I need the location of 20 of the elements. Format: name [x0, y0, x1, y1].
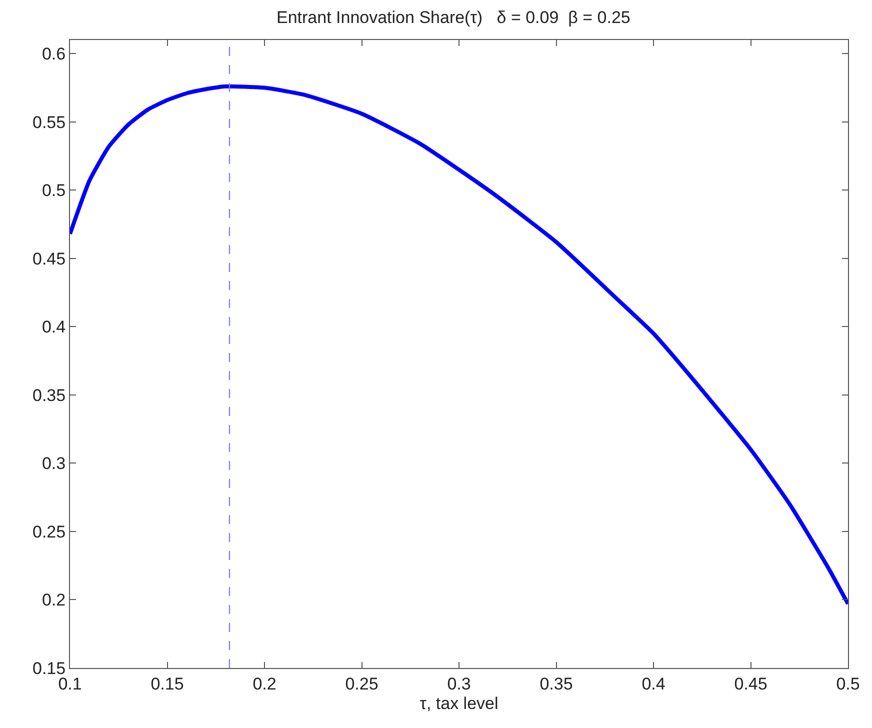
chart-title: Entrant Innovation Share(τ) δ = 0.09 β = 0.25: [276, 8, 630, 27]
x-tick-label: 0.2: [252, 674, 276, 694]
x-tick-label: 0.25: [345, 674, 378, 694]
y-tick-label: 0.2: [42, 590, 66, 610]
y-tick-label: 0.5: [42, 181, 66, 200]
y-tick-label: 0.55: [32, 112, 66, 132]
x-tick-label: 0.3: [447, 674, 471, 694]
y-tick-label: 0.3: [42, 454, 66, 474]
x-tick-label: 0.35: [540, 674, 573, 694]
y-tick-label: 0.45: [32, 249, 66, 268]
y-tick-label: 0.35: [32, 386, 66, 405]
y-tick-label: 0.25: [32, 522, 66, 542]
y-tick-label: 0.6: [42, 44, 66, 64]
x-tick-label: 0.5: [836, 674, 860, 694]
x-tick-label: 0.45: [734, 674, 768, 694]
x-tick-label: 0.15: [150, 674, 184, 694]
x-tick-label: 0.4: [642, 674, 666, 694]
line-series: [70, 84, 848, 606]
y-tick-label: 0.4: [42, 318, 66, 337]
x-axis-title: τ, tax level: [420, 694, 498, 713]
